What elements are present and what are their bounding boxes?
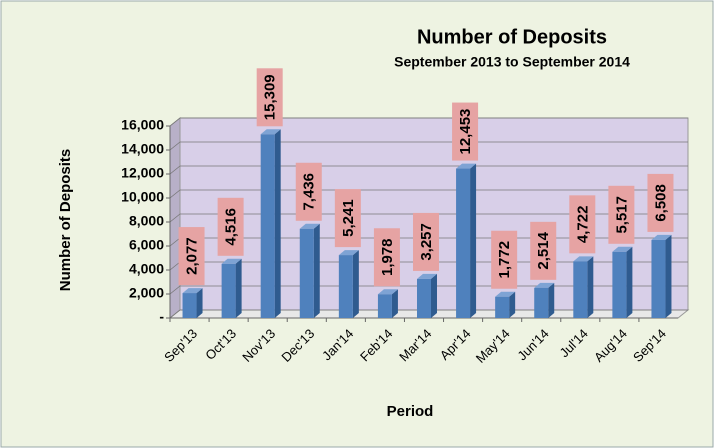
bar-side <box>509 291 516 318</box>
y-axis-title: Number of Deposits <box>57 149 74 292</box>
bar <box>651 239 666 318</box>
bar-side <box>313 223 320 318</box>
data-label: 7,436 <box>301 173 318 211</box>
bar <box>377 294 392 318</box>
chart-subtitle: September 2013 to September 2014 <box>394 54 630 70</box>
data-label-box <box>530 221 557 280</box>
data-label-box <box>373 228 400 287</box>
grid-line <box>169 141 688 151</box>
bar <box>456 168 471 318</box>
grid-line <box>169 117 688 127</box>
bar-top <box>260 129 281 135</box>
bar-side <box>235 258 242 318</box>
bar-top <box>417 273 437 279</box>
bar-top <box>612 246 633 252</box>
bar <box>417 278 431 318</box>
grid-line <box>169 189 688 199</box>
y-tick-label: 6,000 <box>129 237 164 253</box>
grid-line <box>169 213 688 223</box>
data-label: 15,309 <box>262 74 279 120</box>
bar-top <box>221 258 242 264</box>
grid-line <box>169 309 688 319</box>
data-label-box <box>334 189 361 248</box>
y-tick-label: 10,000 <box>121 189 164 205</box>
bar <box>573 261 588 318</box>
bar-top <box>182 288 203 294</box>
data-label: 2,077 <box>184 237 201 275</box>
bar-top <box>651 234 672 240</box>
y-tick-label: 8,000 <box>129 213 164 229</box>
bar <box>534 287 549 318</box>
data-label: 12,453 <box>457 109 474 155</box>
bar-top <box>573 256 594 262</box>
y-tick-label: 14,000 <box>121 141 164 157</box>
data-label-box <box>178 227 205 286</box>
bar-top <box>338 250 359 256</box>
bar-side <box>587 256 594 318</box>
bar <box>338 255 353 318</box>
bar-top <box>534 282 555 288</box>
data-label: 5,241 <box>340 199 357 237</box>
data-label-box <box>647 173 674 232</box>
grid-line <box>169 165 688 175</box>
bar <box>182 293 197 318</box>
bar-side <box>626 246 633 318</box>
data-label-box <box>569 195 596 254</box>
bar <box>260 134 275 318</box>
bar-side <box>274 129 281 318</box>
bar-top <box>456 163 477 169</box>
data-label: 4,516 <box>223 208 240 246</box>
bar-top <box>299 223 320 229</box>
bar-top <box>495 291 516 297</box>
grid-line <box>169 285 688 295</box>
data-label: 1,772 <box>496 241 513 279</box>
y-tick-label: 16,000 <box>121 117 164 133</box>
data-label: 4,722 <box>574 206 591 244</box>
data-label: 1,978 <box>379 238 396 276</box>
data-label-box <box>491 230 518 289</box>
bar-side <box>352 250 359 318</box>
bar-side <box>470 163 477 318</box>
bar-top <box>377 289 398 295</box>
bar <box>299 228 314 318</box>
bar <box>612 251 627 318</box>
data-label-box <box>256 68 283 127</box>
chart-title: Number of Deposits <box>417 26 607 48</box>
data-label: 6,508 <box>652 184 669 222</box>
data-label-box <box>452 102 479 161</box>
data-label-box <box>608 185 635 244</box>
bar <box>495 296 510 318</box>
data-label: 5,517 <box>613 196 630 234</box>
data-label-box <box>217 197 244 256</box>
bar <box>221 263 236 318</box>
data-label: 2,514 <box>535 231 552 269</box>
bar-side <box>548 282 555 318</box>
data-label-box <box>413 212 439 271</box>
bar-side <box>431 273 437 318</box>
y-tick-label: 12,000 <box>121 165 164 181</box>
bar-side <box>391 289 398 318</box>
y-tick-label: - <box>159 309 164 325</box>
bar-side <box>665 234 672 318</box>
x-axis-title: Period <box>387 403 434 420</box>
y-tick-label: 4,000 <box>129 261 164 277</box>
bar-side <box>196 288 203 318</box>
data-label-box <box>295 162 322 221</box>
data-label: 3,257 <box>418 223 435 261</box>
y-tick-label: 2,000 <box>129 285 164 301</box>
